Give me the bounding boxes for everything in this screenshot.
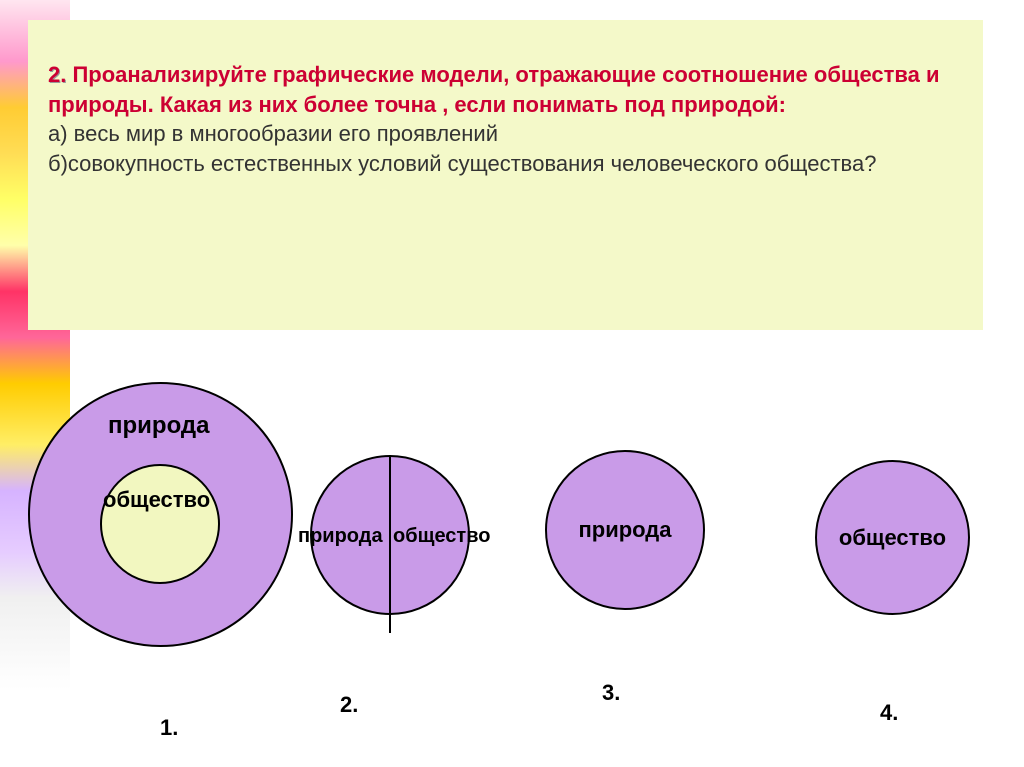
model-1: природа общество — [28, 382, 293, 647]
diagram-area: природа общество 1. природа общество 2. … — [0, 360, 1024, 767]
model-1-inner-label: общество — [103, 487, 210, 513]
question-number: 2. — [48, 62, 66, 87]
model-2-left-label: природа — [298, 525, 383, 548]
model-2-number: 2. — [340, 692, 358, 718]
model-2-divider — [389, 455, 391, 633]
model-1-number: 1. — [160, 715, 178, 741]
model-3-label: природа — [578, 517, 671, 543]
question-hl: Проанализируйте графические модели, отра… — [48, 62, 940, 117]
model-1-outer-label: природа — [108, 412, 210, 440]
model-4-number: 4. — [880, 700, 898, 726]
model-3: природа — [545, 450, 705, 610]
model-4-label: общество — [839, 525, 946, 551]
model-3-number: 3. — [602, 680, 620, 706]
question-line-b: б)совокупность естественных условий суще… — [48, 149, 963, 179]
question-prompt: 2. Проанализируйте графические модели, о… — [48, 60, 963, 119]
model-2: природа общество — [310, 455, 470, 635]
model-2-right-label: общество — [393, 525, 490, 548]
model-4: общество — [815, 460, 970, 615]
model-4-circle: общество — [815, 460, 970, 615]
question-line-a: а) весь мир в многообразии его проявлени… — [48, 119, 963, 149]
model-3-circle: природа — [545, 450, 705, 610]
model-1-inner-circle — [100, 464, 220, 584]
question-textbox: 2. Проанализируйте графические модели, о… — [28, 20, 983, 330]
